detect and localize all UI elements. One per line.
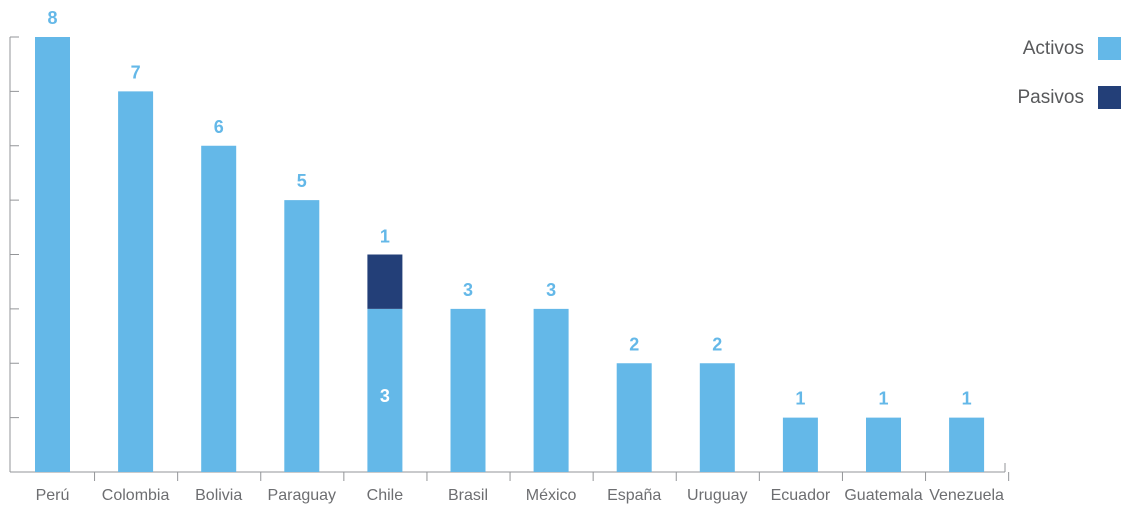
data-label-activos-guatemala: 1 bbox=[878, 389, 888, 409]
data-label-activos-venezuela: 1 bbox=[962, 389, 972, 409]
legend-swatch-activos bbox=[1098, 37, 1121, 60]
data-label-activos-brasil: 3 bbox=[463, 280, 473, 300]
data-label-pasivos-chile: 1 bbox=[380, 227, 390, 247]
data-label-activos-bolivia: 6 bbox=[214, 117, 224, 137]
bar-activos-chile bbox=[367, 308, 403, 472]
bar-pasivos-chile bbox=[367, 254, 403, 309]
legend-label-activos: Activos bbox=[1023, 38, 1084, 59]
data-label-activos-chile: 3 bbox=[380, 386, 390, 406]
data-label-activos-ecuador: 1 bbox=[795, 389, 805, 409]
x-tick-label-ecuador: Ecuador bbox=[771, 487, 831, 504]
legend-swatch-pasivos bbox=[1098, 86, 1121, 109]
x-tick-label-mexico: México bbox=[526, 487, 577, 504]
x-tick-label-paraguay: Paraguay bbox=[268, 487, 337, 504]
legend-label-pasivos: Pasivos bbox=[1017, 87, 1084, 108]
data-label-activos-paraguay: 5 bbox=[297, 171, 307, 191]
x-tick-label-brasil: Brasil bbox=[448, 487, 488, 504]
data-labels: 8 7 6 5 3 1 3 3 2 2 1 1 1 bbox=[47, 8, 971, 409]
y-axis bbox=[9, 36, 19, 472]
x-tick-label-colombia: Colombia bbox=[102, 487, 170, 504]
legend: Activos Pasivos bbox=[1017, 37, 1121, 109]
bar-activos-brasil bbox=[450, 308, 486, 472]
bars bbox=[35, 37, 985, 472]
bar-activos-peru bbox=[35, 37, 70, 472]
bar-activos-colombia bbox=[118, 91, 154, 472]
x-tick-label-guatemala: Guatemala bbox=[844, 487, 922, 504]
x-tick-label-chile: Chile bbox=[367, 487, 404, 504]
x-tick-label-espana: España bbox=[607, 487, 661, 504]
bar-activos-venezuela bbox=[949, 417, 985, 472]
data-label-activos-uruguay: 2 bbox=[712, 334, 722, 354]
data-label-activos-peru: 8 bbox=[47, 8, 57, 28]
data-label-activos-mexico: 3 bbox=[546, 280, 556, 300]
x-tick-label-venezuela: Venezuela bbox=[929, 487, 1004, 504]
x-tick-label-uruguay: Uruguay bbox=[687, 487, 747, 504]
x-axis: Perú Colombia Bolivia Paraguay Chile Brasil Mé… bbox=[10, 463, 1010, 504]
bar-activos-espana bbox=[616, 363, 652, 472]
bar-activos-mexico bbox=[533, 308, 569, 472]
bar-activos-uruguay bbox=[699, 363, 735, 472]
x-tick-label-peru: Perú bbox=[36, 487, 70, 504]
bar-activos-bolivia bbox=[201, 145, 237, 472]
bar-activos-ecuador bbox=[782, 417, 818, 472]
x-tick-label-bolivia: Bolivia bbox=[195, 487, 242, 504]
data-label-activos-colombia: 7 bbox=[131, 62, 141, 82]
data-label-activos-espana: 2 bbox=[629, 334, 639, 354]
bar-activos-guatemala bbox=[866, 417, 901, 472]
bar-activos-paraguay bbox=[284, 200, 320, 472]
